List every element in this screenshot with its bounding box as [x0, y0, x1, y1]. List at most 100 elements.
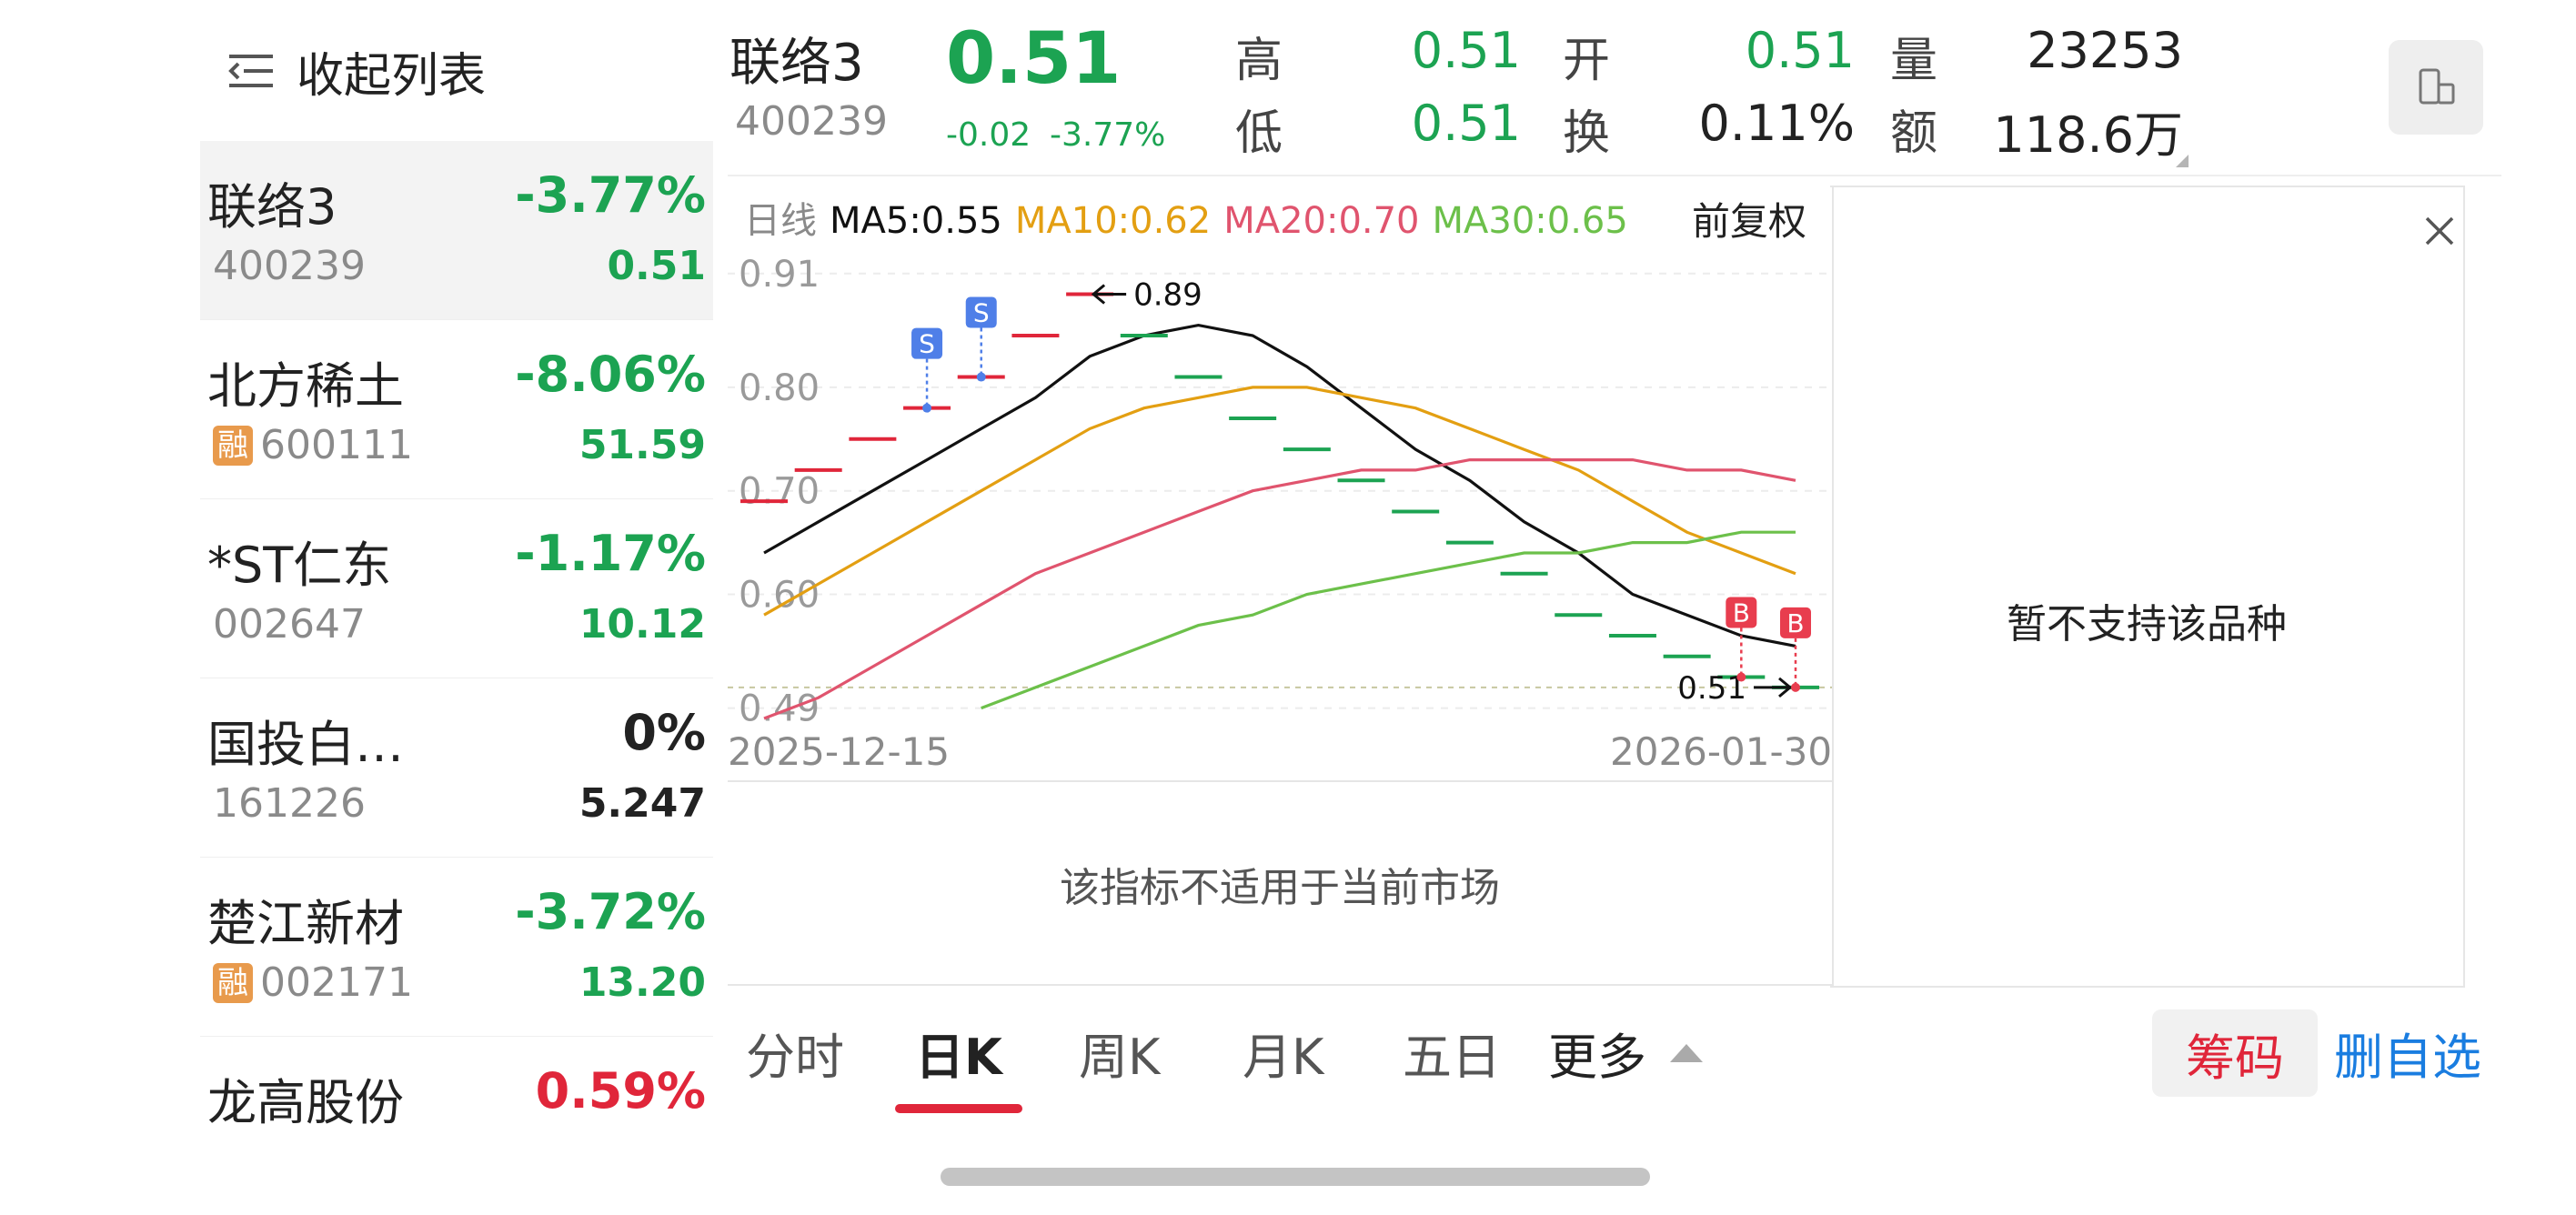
phone-rotate-icon — [2419, 68, 2455, 105]
watchlist-item-name: 龙高股份 — [207, 1074, 404, 1131]
x-axis-start-label: 2025-12-15 — [728, 729, 951, 774]
watchlist-item-pct: -8.06% — [515, 346, 706, 403]
legend-ma10: MA10:0.62 — [1014, 200, 1212, 242]
stock-price: 0.51 — [946, 18, 1122, 100]
trade-marker-badge — [911, 327, 943, 359]
chart-divider — [728, 780, 1832, 782]
sell-marker-label: S — [919, 329, 935, 359]
margin-badge: 融 — [213, 425, 253, 466]
low-price-label: 0.51 — [1677, 670, 1746, 707]
watchlist-item-price: 5.247 — [579, 780, 706, 827]
ma-line-ma10 — [763, 386, 1796, 617]
watchlist-item-code-wrap: 融 600111 — [213, 422, 413, 468]
watchlist-item-pct: 0% — [622, 704, 706, 761]
stock-code: 400239 — [735, 98, 888, 145]
turnover-label: 换 — [1563, 106, 1611, 161]
legend-ma20: MA20:0.70 — [1223, 200, 1420, 242]
side-panel-close-button[interactable] — [2414, 206, 2465, 256]
indicator-unavailable-message: 该指标不适用于当前市场 — [1060, 865, 1500, 911]
volume-label: 量 — [1890, 34, 1938, 88]
watchlist-item-code-wrap: 400239 — [213, 243, 366, 289]
x-axis-end-label: 2026-01-30 — [1610, 729, 1833, 774]
chip-distribution-button[interactable]: 筹码 — [2152, 1009, 2318, 1097]
watchlist-item-name: 北方稀土 — [207, 357, 404, 415]
watchlist-item[interactable]: 国投白… 0% 161226 5.247 — [200, 678, 713, 857]
y-tick-label: 0.60 — [739, 574, 820, 616]
watchlist-item[interactable]: 楚江新材 -3.72% 融 002171 13.20 — [200, 857, 713, 1036]
open-label: 开 — [1563, 34, 1611, 88]
tab-monthly-k[interactable]: 月K — [1243, 1029, 1324, 1086]
trade-marker-dot — [1736, 672, 1746, 682]
watchlist-item-code: 400239 — [213, 243, 366, 289]
watchlist-item-price: 13.20 — [579, 959, 706, 1006]
side-panel-message: 暂不支持该品种 — [2007, 601, 2287, 648]
watchlist-item-pct: 0.59% — [535, 1062, 706, 1120]
legend-ma5: MA5:0.55 — [830, 200, 1002, 242]
adjust-mode-button[interactable]: 前复权 — [1692, 199, 1807, 244]
watchlist-item-code-wrap: 002647 — [213, 601, 366, 648]
more-caret-icon — [1670, 1044, 1703, 1062]
turnover-value: 0.11% — [1698, 95, 1855, 152]
trade-marker-dot — [976, 372, 986, 382]
watchlist-item-code: 600111 — [260, 422, 413, 468]
watchlist-item[interactable]: *ST仁东 -1.17% 002647 10.12 — [200, 498, 713, 678]
watchlist-item-code: 161226 — [213, 780, 366, 827]
tab-daily-k[interactable]: 日K — [915, 1029, 1002, 1086]
kline-chart-panel[interactable] — [728, 186, 1834, 986]
watchlist-item[interactable]: 龙高股份 0.59% — [200, 1036, 713, 1215]
ma-line-ma30 — [981, 530, 1796, 710]
amount-label: 额 — [1890, 106, 1938, 161]
trade-marker-badge — [965, 296, 997, 328]
collapse-list-button[interactable]: 收起列表 — [227, 35, 486, 107]
high-value: 0.51 — [1411, 22, 1521, 79]
tab-intraday[interactable]: 分时 — [746, 1029, 844, 1086]
open-value: 0.51 — [1745, 22, 1855, 79]
side-panel — [1830, 186, 2465, 988]
tab-weekly-k[interactable]: 周K — [1079, 1029, 1161, 1086]
low-label: 低 — [1235, 106, 1283, 161]
watchlist-item-name: 楚江新材 — [207, 895, 404, 952]
header-divider — [728, 175, 2501, 176]
close-icon — [2425, 216, 2454, 246]
watchlist-item-pct: -3.77% — [515, 166, 706, 224]
low-arrow-icon — [1754, 677, 1793, 698]
legend-period: 日线 — [744, 200, 817, 242]
y-tick-label: 0.91 — [739, 254, 820, 296]
kline-chart[interactable]: 0.91 0.80 0.70 0.60 0.49 0.89 0.51 S S B B — [728, 246, 1832, 728]
y-tick-label: 0.49 — [739, 688, 820, 728]
volume-value: 23253 — [2027, 22, 2183, 79]
watchlist-item-price: 51.59 — [579, 422, 706, 468]
watchlist-item-code: 002647 — [213, 601, 366, 648]
low-value: 0.51 — [1411, 95, 1521, 152]
trade-marker-dot — [922, 403, 932, 413]
watchlist-item-name: *ST仁东 — [207, 537, 392, 594]
watchlist-item[interactable]: 北方稀土 -8.06% 融 600111 51.59 — [200, 319, 713, 498]
amount-value: 118.6万 — [1993, 106, 2183, 164]
tab-five-day[interactable]: 五日 — [1403, 1029, 1501, 1086]
collapse-list-label: 收起列表 — [297, 48, 487, 104]
watchlist-item[interactable]: 联络3 -3.77% 400239 0.51 — [200, 141, 713, 319]
buy-marker-label: B — [1733, 597, 1750, 628]
watchlist-item-code-wrap: 融 002171 — [213, 959, 413, 1006]
active-tab-indicator — [895, 1104, 1022, 1113]
y-tick-label: 0.80 — [739, 367, 820, 409]
watchlist-item-code: 002171 — [260, 959, 413, 1006]
high-arrow-icon — [1091, 284, 1127, 305]
collapse-list-icon — [228, 55, 273, 87]
ma-line-ma20 — [763, 458, 1796, 720]
remove-watchlist-button[interactable]: 删自选 — [2334, 1029, 2481, 1086]
watchlist-item-name: 联络3 — [207, 178, 337, 236]
tab-more[interactable]: 更多 — [1548, 1029, 1646, 1086]
sell-marker-label: S — [973, 298, 990, 328]
watchlist-item-price: 0.51 — [607, 243, 706, 289]
ma-legend: 日线 MA5:0.55 MA10:0.62 MA20:0.70 MA30:0.65 — [744, 191, 1641, 244]
stock-change: -0.02 — [946, 116, 1031, 154]
trade-marker-badge — [1726, 597, 1757, 628]
trade-marker-badge — [1780, 607, 1811, 638]
quote-expand-corner[interactable] — [2176, 155, 2189, 167]
legend-ma30: MA30:0.65 — [1432, 200, 1628, 242]
rotate-screen-button[interactable] — [2389, 40, 2483, 135]
stock-change-pct: -3.77% — [1050, 116, 1166, 154]
margin-badge: 融 — [213, 962, 253, 1003]
horizontal-scrollbar[interactable] — [941, 1168, 1650, 1186]
